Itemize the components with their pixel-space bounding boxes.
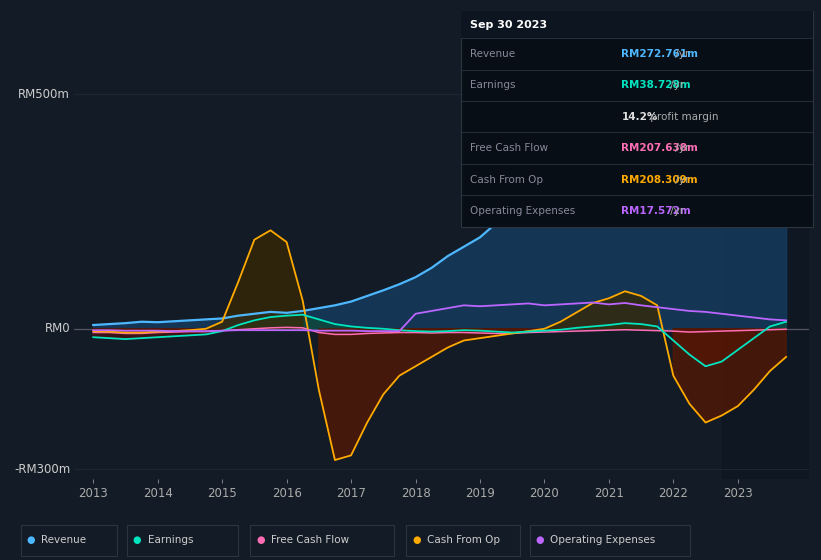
Text: Free Cash Flow: Free Cash Flow <box>271 535 349 545</box>
Text: /yr: /yr <box>672 143 690 153</box>
Text: /yr: /yr <box>672 175 690 185</box>
Text: Earnings: Earnings <box>470 80 515 90</box>
Text: ●: ● <box>535 535 544 545</box>
Text: RM500m: RM500m <box>18 88 71 101</box>
Text: -RM300m: -RM300m <box>14 463 71 476</box>
Text: RM207.638m: RM207.638m <box>621 143 699 153</box>
Text: /yr: /yr <box>667 80 685 90</box>
Text: profit margin: profit margin <box>647 111 718 122</box>
Bar <box>722 76 809 479</box>
Text: ●: ● <box>412 535 420 545</box>
Text: Free Cash Flow: Free Cash Flow <box>470 143 548 153</box>
Text: RM0: RM0 <box>44 322 71 335</box>
Text: Cash From Op: Cash From Op <box>427 535 500 545</box>
Text: RM17.572m: RM17.572m <box>621 206 691 216</box>
Text: Sep 30 2023: Sep 30 2023 <box>470 20 547 30</box>
Text: ●: ● <box>133 535 141 545</box>
Text: Operating Expenses: Operating Expenses <box>470 206 575 216</box>
Text: Revenue: Revenue <box>470 49 515 59</box>
Text: Revenue: Revenue <box>41 535 86 545</box>
Text: Operating Expenses: Operating Expenses <box>550 535 655 545</box>
Text: RM208.309m: RM208.309m <box>621 175 698 185</box>
Text: Cash From Op: Cash From Op <box>470 175 543 185</box>
Text: /yr: /yr <box>667 206 685 216</box>
Text: 14.2%: 14.2% <box>621 111 658 122</box>
Text: ●: ● <box>26 535 34 545</box>
Text: /yr: /yr <box>672 49 690 59</box>
Text: RM38.728m: RM38.728m <box>621 80 691 90</box>
Text: ●: ● <box>256 535 264 545</box>
Text: RM272.761m: RM272.761m <box>621 49 699 59</box>
Text: Earnings: Earnings <box>148 535 193 545</box>
